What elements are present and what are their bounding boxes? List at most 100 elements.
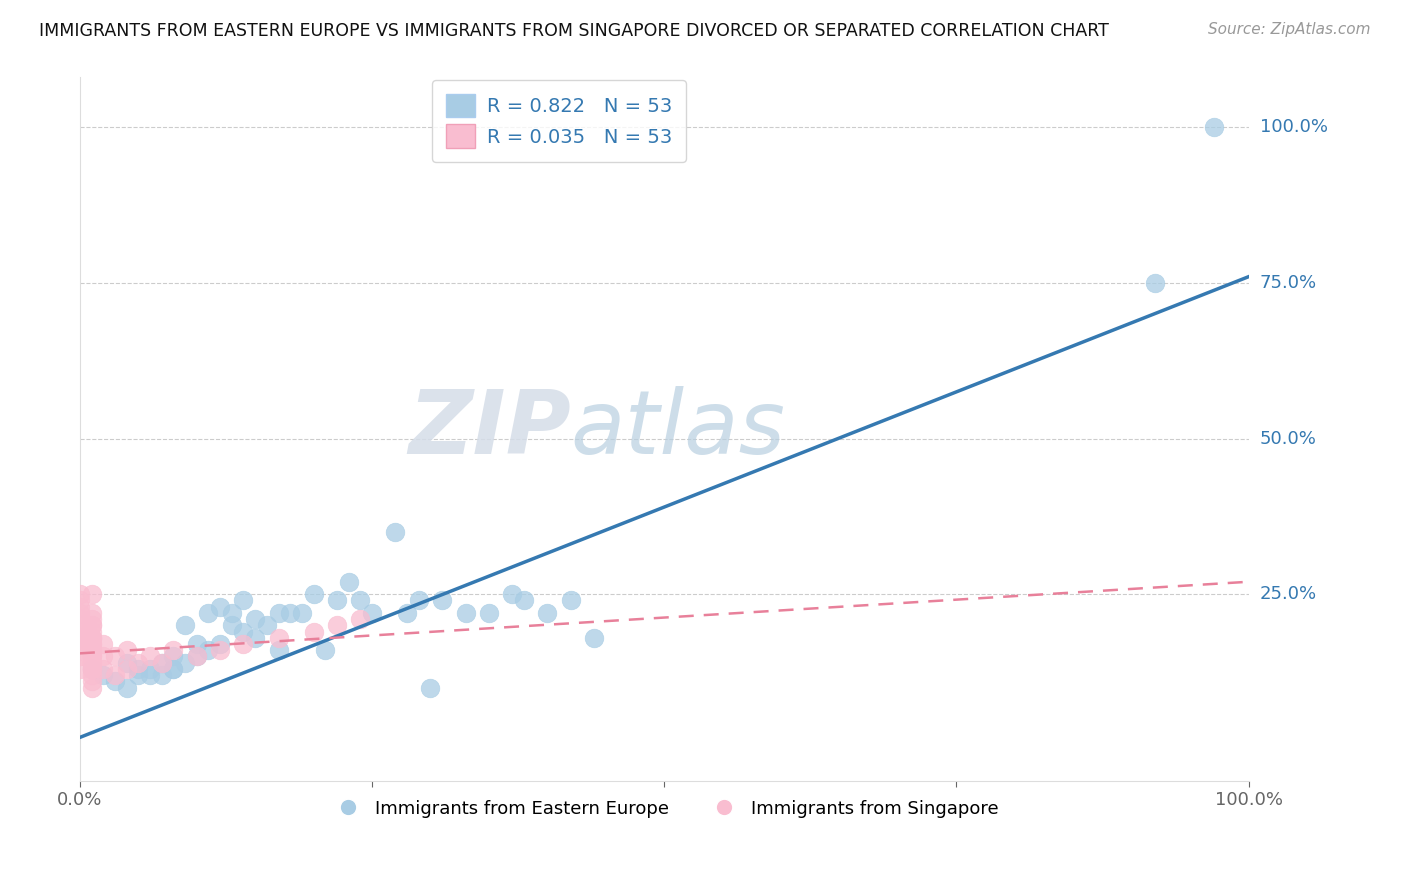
Text: Source: ZipAtlas.com: Source: ZipAtlas.com bbox=[1208, 22, 1371, 37]
Point bbox=[80, 631, 103, 645]
Point bbox=[291, 606, 314, 620]
Point bbox=[69, 631, 91, 645]
Point bbox=[69, 612, 91, 626]
Point bbox=[139, 649, 162, 664]
Point bbox=[69, 606, 91, 620]
Point bbox=[80, 618, 103, 632]
Point bbox=[80, 631, 103, 645]
Point bbox=[115, 656, 138, 670]
Point bbox=[69, 643, 91, 657]
Point bbox=[186, 649, 208, 664]
Point bbox=[501, 587, 523, 601]
Point bbox=[1202, 120, 1225, 135]
Point bbox=[104, 674, 127, 689]
Point bbox=[139, 668, 162, 682]
Point bbox=[174, 656, 197, 670]
Point bbox=[349, 612, 371, 626]
Point bbox=[80, 631, 103, 645]
Point bbox=[139, 662, 162, 676]
Point bbox=[174, 618, 197, 632]
Text: ZIP: ZIP bbox=[408, 385, 571, 473]
Point bbox=[80, 637, 103, 651]
Point bbox=[419, 681, 441, 695]
Point bbox=[243, 612, 266, 626]
Point bbox=[267, 606, 290, 620]
Point bbox=[162, 662, 184, 676]
Point bbox=[104, 668, 127, 682]
Point bbox=[69, 587, 91, 601]
Point bbox=[361, 606, 384, 620]
Point bbox=[162, 662, 184, 676]
Point bbox=[408, 593, 430, 607]
Point bbox=[80, 649, 103, 664]
Point bbox=[209, 637, 232, 651]
Point bbox=[80, 624, 103, 639]
Point bbox=[80, 606, 103, 620]
Point bbox=[384, 524, 406, 539]
Point bbox=[186, 649, 208, 664]
Point bbox=[80, 618, 103, 632]
Point bbox=[69, 599, 91, 614]
Point bbox=[583, 631, 606, 645]
Point bbox=[127, 662, 149, 676]
Point bbox=[396, 606, 419, 620]
Point bbox=[127, 668, 149, 682]
Point bbox=[560, 593, 582, 607]
Point bbox=[69, 649, 91, 664]
Point bbox=[162, 643, 184, 657]
Legend: Immigrants from Eastern Europe, Immigrants from Singapore: Immigrants from Eastern Europe, Immigran… bbox=[323, 792, 1005, 825]
Text: IMMIGRANTS FROM EASTERN EUROPE VS IMMIGRANTS FROM SINGAPORE DIVORCED OR SEPARATE: IMMIGRANTS FROM EASTERN EUROPE VS IMMIGR… bbox=[39, 22, 1109, 40]
Point bbox=[80, 643, 103, 657]
Point bbox=[1144, 276, 1167, 290]
Text: atlas: atlas bbox=[571, 386, 786, 472]
Text: 100.0%: 100.0% bbox=[1260, 119, 1327, 136]
Point bbox=[80, 662, 103, 676]
Point bbox=[80, 649, 103, 664]
Point bbox=[80, 662, 103, 676]
Point bbox=[536, 606, 558, 620]
Point bbox=[221, 606, 243, 620]
Point bbox=[80, 656, 103, 670]
Point bbox=[197, 643, 219, 657]
Point bbox=[69, 662, 91, 676]
Point bbox=[326, 593, 349, 607]
Point bbox=[91, 649, 114, 664]
Point bbox=[80, 612, 103, 626]
Point bbox=[69, 593, 91, 607]
Point bbox=[91, 662, 114, 676]
Point bbox=[209, 599, 232, 614]
Text: 50.0%: 50.0% bbox=[1260, 430, 1316, 448]
Point bbox=[69, 624, 91, 639]
Point bbox=[243, 631, 266, 645]
Point bbox=[278, 606, 301, 620]
Point bbox=[150, 668, 173, 682]
Point bbox=[80, 637, 103, 651]
Point bbox=[91, 637, 114, 651]
Point bbox=[115, 662, 138, 676]
Point bbox=[267, 631, 290, 645]
Point bbox=[454, 606, 477, 620]
Point bbox=[127, 656, 149, 670]
Point bbox=[221, 618, 243, 632]
Point bbox=[478, 606, 501, 620]
Point bbox=[80, 662, 103, 676]
Point bbox=[232, 593, 254, 607]
Point bbox=[80, 674, 103, 689]
Point bbox=[69, 637, 91, 651]
Point bbox=[80, 587, 103, 601]
Point bbox=[209, 643, 232, 657]
Text: 25.0%: 25.0% bbox=[1260, 585, 1317, 603]
Point bbox=[302, 587, 325, 601]
Point bbox=[186, 637, 208, 651]
Point bbox=[150, 656, 173, 670]
Point bbox=[197, 606, 219, 620]
Point bbox=[302, 624, 325, 639]
Point bbox=[104, 649, 127, 664]
Point bbox=[69, 631, 91, 645]
Point bbox=[232, 637, 254, 651]
Point bbox=[91, 668, 114, 682]
Point bbox=[69, 618, 91, 632]
Point bbox=[232, 624, 254, 639]
Point bbox=[80, 681, 103, 695]
Point bbox=[513, 593, 536, 607]
